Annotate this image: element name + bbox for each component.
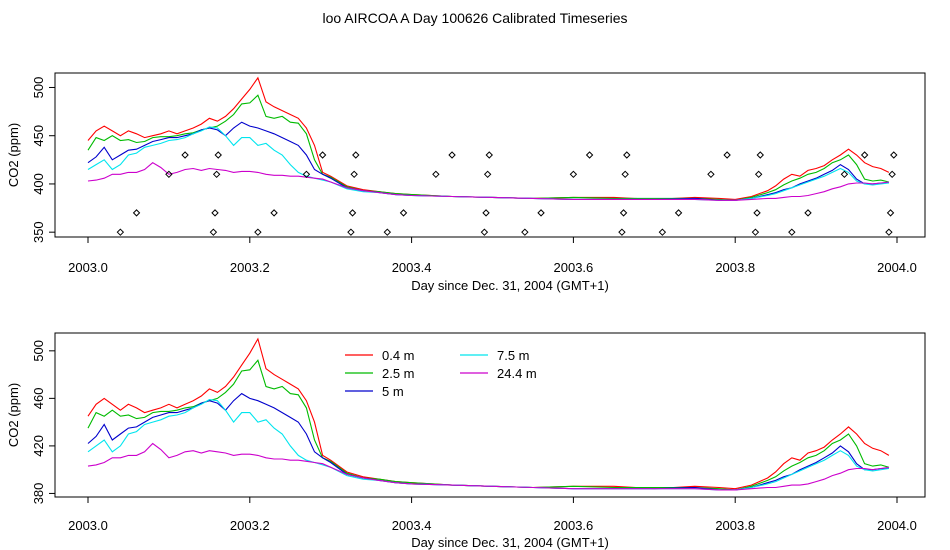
data-point xyxy=(165,170,173,179)
y-axis-label: CO2 (ppm) xyxy=(6,123,21,187)
x-tick-label: 2003.2 xyxy=(230,518,270,533)
series-line-5-m xyxy=(87,121,889,201)
y-tick-label: 380 xyxy=(31,483,46,505)
y-tick-label: 450 xyxy=(31,125,46,147)
panel-2: 2003.0 2003.2 2003.4 2003.6 2003.8 2004.0 380 4… xyxy=(6,332,926,550)
data-point xyxy=(212,170,221,179)
data-point xyxy=(348,209,357,217)
data-point xyxy=(347,228,355,236)
series-line-0-4-m xyxy=(87,337,890,490)
legend-label: 2.5 m xyxy=(382,366,415,381)
legend-label: 0.4 m xyxy=(382,348,415,363)
x-tick-label: 2003.6 xyxy=(554,260,594,275)
figure-title: loo AIRCOA A Day 100626 Calibrated Times… xyxy=(322,10,628,26)
data-point xyxy=(254,228,262,236)
data-point xyxy=(756,151,764,159)
data-point xyxy=(214,151,222,159)
data-point xyxy=(318,151,327,159)
data-point xyxy=(432,170,440,179)
data-point xyxy=(209,228,218,236)
data-point xyxy=(788,228,796,236)
data-point xyxy=(399,209,408,217)
data-point xyxy=(723,151,731,159)
series-line-24-4-m xyxy=(87,162,889,201)
data-point xyxy=(448,151,456,159)
data-point xyxy=(707,170,715,179)
data-point xyxy=(480,228,489,236)
data-point xyxy=(352,151,360,159)
x-tick-label: 2003.2 xyxy=(230,260,270,275)
data-point xyxy=(132,209,141,217)
x-tick-label: 2003.0 xyxy=(68,260,108,275)
data-point xyxy=(181,151,189,159)
series-line-0-4-m xyxy=(87,76,890,200)
data-point xyxy=(585,151,594,159)
legend-label: 24.4 m xyxy=(497,366,537,381)
plot-frame xyxy=(54,72,926,238)
panel-1: 2003.0 2003.2 2003.4 2003.6 2003.8 2004.0 350 4… xyxy=(6,72,926,293)
y-axis-label: CO2 (ppm) xyxy=(6,383,21,447)
x-tick-label: 2003.8 xyxy=(715,518,755,533)
data-point xyxy=(521,228,529,236)
data-point xyxy=(753,209,761,217)
data-point xyxy=(485,151,493,159)
x-tick-label: 2004.0 xyxy=(877,518,917,533)
data-point xyxy=(211,209,219,217)
x-tick-label: 2003.0 xyxy=(68,518,108,533)
series-line-2-5-m xyxy=(87,359,890,491)
data-point xyxy=(674,209,683,217)
data-point xyxy=(840,170,849,179)
series-line-5-m xyxy=(87,392,889,491)
x-tick-label: 2003.8 xyxy=(715,260,755,275)
data-point xyxy=(885,228,893,236)
data-point xyxy=(804,209,812,217)
x-tick-label: 2003.4 xyxy=(392,260,432,275)
data-point xyxy=(383,228,392,236)
legend-label: 7.5 m xyxy=(497,348,530,363)
y-tick-label: 420 xyxy=(31,435,46,457)
data-point xyxy=(619,209,628,217)
data-point xyxy=(302,170,311,179)
y-tick-label: 400 xyxy=(31,173,46,195)
data-point xyxy=(890,151,898,159)
data-point xyxy=(116,228,125,236)
data-point xyxy=(569,170,578,179)
series-line-2-5-m xyxy=(87,94,890,201)
x-tick-label: 2004.0 xyxy=(877,260,917,275)
data-point xyxy=(623,151,631,159)
plot-frame xyxy=(54,332,926,498)
data-point xyxy=(754,170,763,179)
series-line-24-4-m xyxy=(87,442,889,491)
y-tick-label: 500 xyxy=(31,77,46,99)
data-point xyxy=(888,170,896,179)
x-axis-label: Day since Dec. 31, 2004 (GMT+1) xyxy=(411,535,609,550)
series-line-7-5-m xyxy=(87,399,889,491)
y-tick-label: 460 xyxy=(31,388,46,410)
x-tick-label: 2003.6 xyxy=(554,518,594,533)
data-point xyxy=(621,170,629,179)
legend-label: 5 m xyxy=(382,384,404,399)
data-point xyxy=(618,228,626,236)
y-tick-label: 500 xyxy=(31,340,46,362)
data-point xyxy=(751,228,760,236)
data-point xyxy=(350,170,358,179)
data-point xyxy=(270,209,278,217)
y-tick-label: 350 xyxy=(31,221,46,243)
legend: 0.4 m 2.5 m 5 m 7.5 m 24.4 m xyxy=(345,348,537,399)
data-point xyxy=(658,228,667,236)
x-tick-label: 2003.4 xyxy=(392,518,432,533)
x-axis-label: Day since Dec. 31, 2004 (GMT+1) xyxy=(411,278,609,293)
data-point xyxy=(483,170,492,179)
data-point xyxy=(860,151,869,159)
series-line-7-5-m xyxy=(87,126,889,201)
data-point xyxy=(537,209,545,217)
data-point xyxy=(482,209,490,217)
data-point xyxy=(886,209,895,217)
